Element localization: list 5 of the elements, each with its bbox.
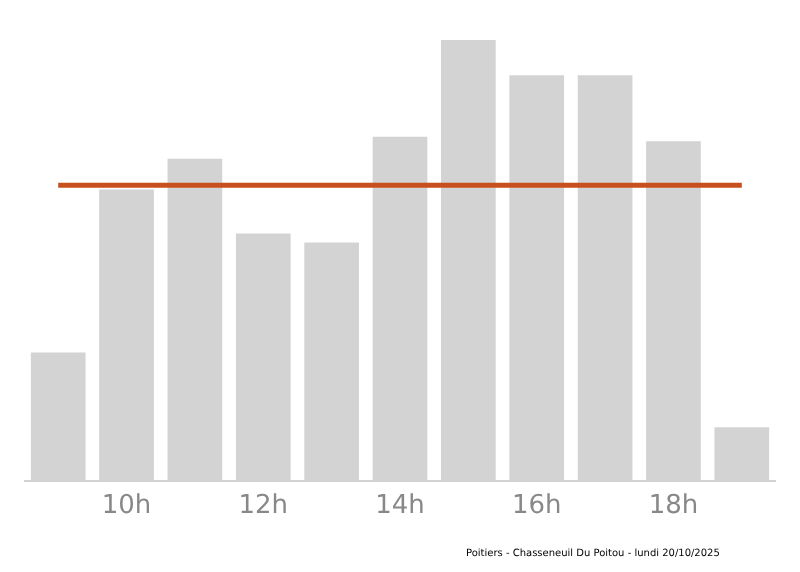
x-tick-label: 18h [648, 491, 699, 522]
x-tick-label: 10h [101, 491, 152, 522]
x-tick-label: 12h [238, 491, 289, 522]
x-tick-label: 14h [375, 491, 425, 522]
x-tick-label: 16h [511, 491, 562, 522]
